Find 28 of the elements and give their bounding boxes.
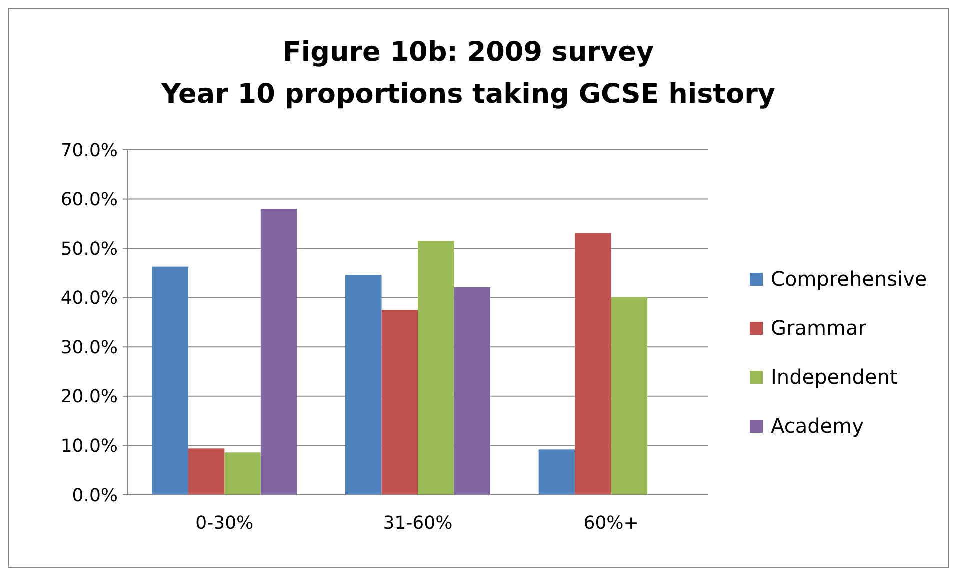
legend-label: Grammar bbox=[771, 316, 868, 340]
y-tick-label: 60.0% bbox=[60, 190, 118, 211]
y-tick-label: 70.0% bbox=[60, 140, 118, 162]
y-tick-label: 0.0% bbox=[72, 485, 118, 506]
legend-label: Independent bbox=[771, 365, 898, 389]
bar bbox=[260, 209, 298, 495]
legend-label: Comprehensive bbox=[771, 267, 928, 291]
chart-subtitle: Year 10 proportions taking GCSE history bbox=[160, 79, 776, 110]
bar bbox=[188, 448, 225, 495]
bar bbox=[575, 233, 612, 495]
bar bbox=[224, 452, 261, 495]
x-tick-label: 0-30% bbox=[196, 513, 254, 534]
bar bbox=[418, 241, 454, 495]
bar bbox=[382, 310, 418, 495]
y-tick-label: 20.0% bbox=[60, 386, 118, 408]
bar bbox=[152, 266, 188, 495]
legend-label: Academy bbox=[771, 414, 864, 438]
bar bbox=[454, 288, 490, 495]
y-tick-label: 50.0% bbox=[60, 238, 118, 260]
x-tick-label: 60%+ bbox=[584, 513, 639, 534]
chart-title: Figure 10b: 2009 survey bbox=[282, 37, 654, 68]
bar bbox=[346, 275, 382, 495]
bar bbox=[538, 450, 576, 495]
y-tick-label: 30.0% bbox=[60, 337, 118, 358]
y-tick-label: 10.0% bbox=[60, 436, 118, 458]
x-tick-label: 31-60% bbox=[383, 513, 453, 534]
y-tick-label: 40.0% bbox=[60, 288, 118, 310]
bar bbox=[611, 297, 648, 495]
